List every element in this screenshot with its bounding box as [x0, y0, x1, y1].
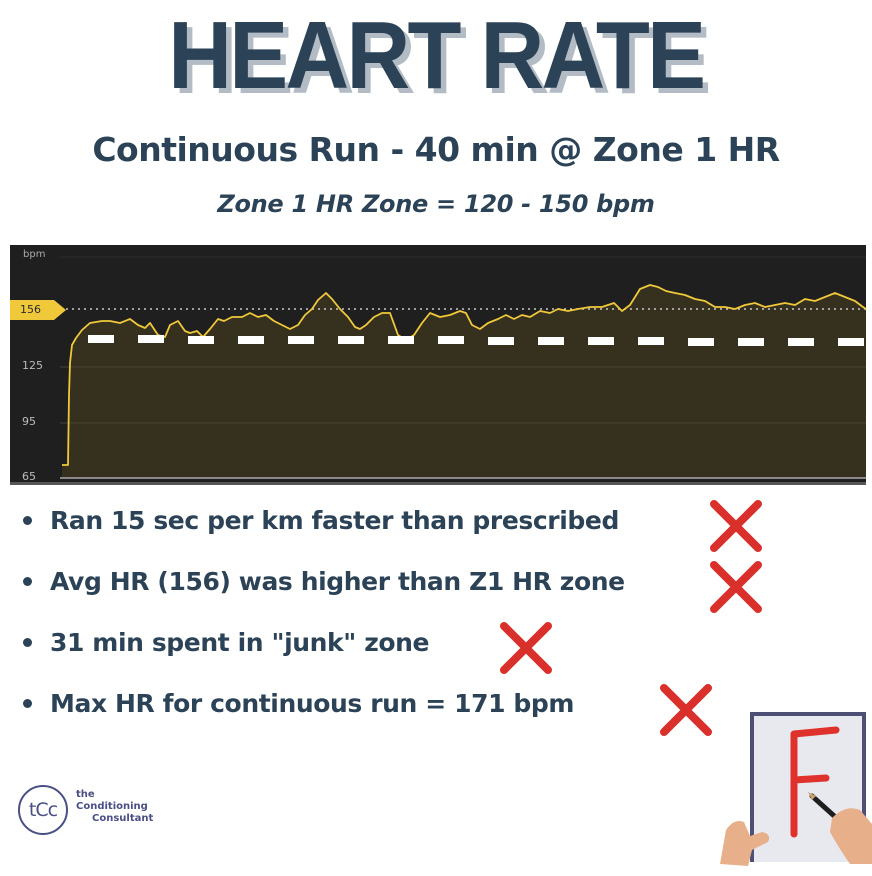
logo-line-1: the	[76, 789, 95, 800]
brand-logo: tCc the Conditioning Consultant	[18, 785, 158, 837]
bullet-dot	[23, 698, 32, 708]
red-x-icon	[710, 500, 762, 552]
logo-line-2: Conditioning	[76, 801, 148, 812]
red-x-icon	[500, 622, 552, 674]
zone-dashed-line	[88, 335, 864, 346]
bullet-dot	[23, 515, 32, 525]
title-area: HEART RATE	[0, 4, 872, 114]
page-title: HEART RATE	[168, 2, 706, 109]
finding-item: Avg HR (156) was higher than Z1 HR zone	[18, 561, 625, 601]
average-hr-tag: 156	[10, 300, 66, 320]
bullet-dot	[23, 637, 32, 647]
red-x-icon	[710, 561, 762, 613]
finding-text: Ran 15 sec per km faster than prescribed	[50, 505, 619, 535]
logo-wordmark: the Conditioning Consultant	[76, 789, 153, 825]
chart-plot	[60, 256, 866, 479]
heart-rate-chart: bpm 156 125 95 65	[10, 245, 866, 485]
y-axis-unit: bpm	[23, 249, 46, 260]
hr-area-fill	[62, 285, 866, 478]
finding-item: Ran 15 sec per km faster than prescribed	[18, 500, 619, 540]
y-tick-95: 95	[22, 415, 36, 428]
finding-text: 31 min spent in "junk" zone	[50, 627, 430, 657]
finding-item: Max HR for continuous run = 171 bpm	[18, 683, 574, 723]
subtitle: Continuous Run - 40 min @ Zone 1 HR	[92, 130, 780, 169]
left-hand-icon	[720, 821, 770, 866]
failing-grade-illustration	[720, 712, 872, 866]
grade-letter-f	[790, 726, 840, 838]
zone-note: Zone 1 HR Zone = 120 - 150 bpm	[217, 190, 655, 218]
logo-mark: tCc	[18, 785, 68, 835]
bullet-dot	[23, 576, 32, 586]
y-tick-65: 65	[22, 470, 36, 483]
finding-text: Avg HR (156) was higher than Z1 HR zone	[50, 566, 625, 596]
right-hand-icon	[830, 808, 872, 864]
finding-text: Max HR for continuous run = 171 bpm	[50, 688, 575, 718]
logo-line-3: Consultant	[92, 813, 154, 824]
finding-item: 31 min spent in "junk" zone	[18, 622, 429, 662]
y-tick-125: 125	[22, 359, 43, 372]
red-x-icon	[660, 684, 712, 736]
